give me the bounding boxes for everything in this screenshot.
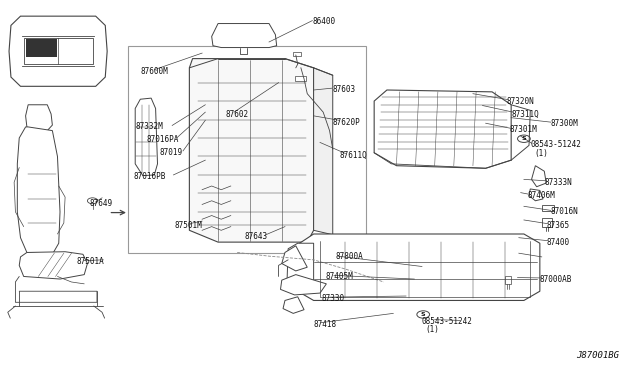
Polygon shape <box>283 297 304 313</box>
Bar <box>26 39 58 57</box>
Polygon shape <box>282 246 307 271</box>
Text: 87300M: 87300M <box>550 119 579 128</box>
Text: 87016N: 87016N <box>550 207 579 217</box>
Text: 87365: 87365 <box>546 221 570 230</box>
Text: S: S <box>522 136 526 141</box>
Text: 87311Q: 87311Q <box>511 109 539 119</box>
Bar <box>541 205 554 211</box>
Polygon shape <box>17 127 60 254</box>
Text: 87016PA: 87016PA <box>147 135 179 144</box>
Text: 87330: 87330 <box>321 294 344 303</box>
Text: 87800A: 87800A <box>336 252 364 262</box>
Text: 87649: 87649 <box>90 199 113 208</box>
Text: 08543-51242: 08543-51242 <box>531 140 581 149</box>
Text: 87501M: 87501M <box>175 221 202 230</box>
Text: 87333N: 87333N <box>544 178 572 187</box>
Text: 87019: 87019 <box>159 148 182 157</box>
Bar <box>293 52 301 56</box>
Text: S: S <box>421 312 426 317</box>
Polygon shape <box>212 23 276 48</box>
Text: 87332M: 87332M <box>135 122 163 131</box>
Polygon shape <box>9 16 107 86</box>
Polygon shape <box>19 252 88 279</box>
Text: 87406M: 87406M <box>527 191 555 200</box>
Polygon shape <box>26 105 52 131</box>
Polygon shape <box>314 68 333 235</box>
Text: J87001BG: J87001BG <box>577 351 620 360</box>
Text: 08543-51242: 08543-51242 <box>422 317 473 326</box>
Polygon shape <box>189 59 314 242</box>
Polygon shape <box>287 243 314 291</box>
Bar <box>127 46 366 253</box>
Text: 87603: 87603 <box>332 85 355 94</box>
Polygon shape <box>529 189 543 201</box>
Polygon shape <box>532 166 546 187</box>
Polygon shape <box>280 275 326 295</box>
Text: 87405M: 87405M <box>325 272 353 280</box>
Text: (1): (1) <box>426 326 440 334</box>
Bar <box>541 218 552 227</box>
Text: 87620P: 87620P <box>332 118 360 126</box>
Bar <box>505 276 511 284</box>
Bar <box>294 76 306 81</box>
Text: (1): (1) <box>534 149 548 158</box>
Text: 87400: 87400 <box>546 238 570 247</box>
Text: 87600M: 87600M <box>140 67 168 76</box>
Polygon shape <box>298 234 540 301</box>
Text: 87016PB: 87016PB <box>133 172 166 181</box>
Text: 87602: 87602 <box>226 109 249 119</box>
Polygon shape <box>135 98 157 176</box>
Text: 87611Q: 87611Q <box>339 151 367 160</box>
Text: 87320N: 87320N <box>507 97 534 106</box>
Polygon shape <box>374 90 511 168</box>
Text: 87501A: 87501A <box>77 257 104 266</box>
Text: 87643: 87643 <box>245 232 268 241</box>
Text: 87418: 87418 <box>314 320 337 328</box>
Bar <box>24 38 93 64</box>
Text: 86400: 86400 <box>312 17 335 26</box>
Text: 87000AB: 87000AB <box>540 275 572 283</box>
Text: 87301M: 87301M <box>509 125 537 134</box>
